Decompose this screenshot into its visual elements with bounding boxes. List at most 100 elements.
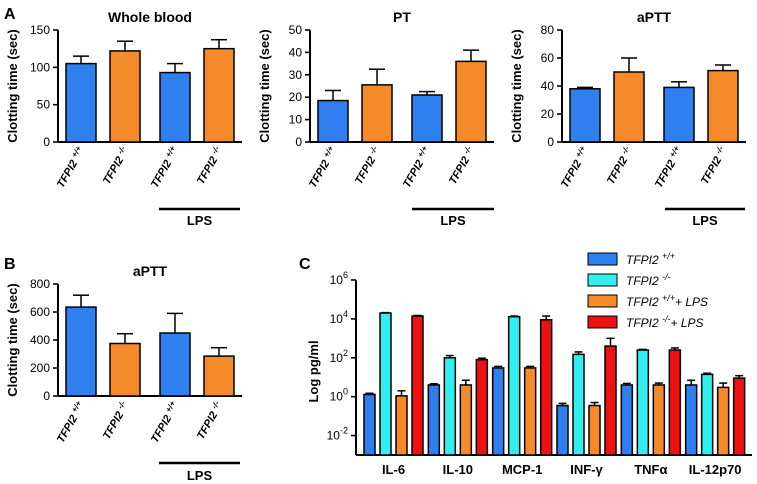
category-label-2: TFPI2 -/- [99, 144, 132, 186]
y-tick-label: 150 [30, 23, 50, 37]
bar-1 [65, 62, 97, 143]
category-label-base: TFPI2 [447, 152, 474, 187]
category-label-3: TFPI2 +/+ [147, 144, 182, 190]
bar-3 [663, 86, 695, 143]
panel-letter-c: C [299, 256, 311, 273]
category-label-sup: +/+ [70, 399, 84, 414]
category-label-sup: -/- [210, 144, 222, 155]
legend-label-1: TFPI2 +/+ [626, 251, 675, 267]
y-tick-exponent: -2 [340, 426, 348, 436]
chart-title: Whole blood [108, 9, 192, 25]
category-label-base: TFPI2 [307, 156, 334, 191]
y-tick-label: 10-2 [327, 426, 348, 443]
chart-title: aPTT [637, 9, 672, 25]
y-tick-label: 100 [330, 387, 348, 404]
y-tick-label: 400 [30, 333, 50, 347]
bar-MCP-1-s2 [507, 315, 521, 456]
y-tick-label: 600 [30, 305, 50, 319]
panel-letter-b: B [4, 256, 16, 273]
category-label-base: TFPI2 [55, 156, 82, 191]
y-tick-label: 800 [30, 277, 50, 291]
bar-2 [109, 342, 141, 397]
bar-IL-10-s3 [459, 384, 473, 456]
category-label: IL-6 [382, 462, 405, 477]
bar-TNFα-s2 [636, 349, 650, 456]
category-label-4: TFPI2 -/- [193, 399, 226, 441]
category-label-sup: -/- [210, 399, 222, 410]
y-tick-base: 10 [330, 351, 344, 365]
chart-1: PT Clotting time (sec) 0 10 20 30 40 50 TFPI2 +/… [257, 9, 494, 228]
bar-4 [203, 355, 235, 397]
category-label-4: TFPI2 -/- [697, 144, 730, 186]
category-label-sup: +/+ [164, 399, 178, 414]
y-tick-label: 20 [541, 107, 555, 121]
category-label-sup: -/- [462, 144, 474, 155]
y-tick-label: 104 [330, 309, 348, 326]
legend-label-suffix: + LPS [675, 295, 708, 309]
lps-label: LPS [692, 213, 718, 228]
category-label-base: TFPI2 [55, 411, 82, 446]
bar-TNFα-s1 [620, 384, 634, 456]
y-tick-label: 10 [289, 113, 303, 127]
category-label-sup: +/+ [70, 144, 84, 159]
bar-IL-6-s3 [395, 395, 408, 456]
legend-label-2: TFPI2 -/- [626, 272, 671, 288]
legend-label-base: TFPI2 [626, 295, 662, 309]
y-tick-exponent: 2 [343, 348, 348, 358]
bar-INF-γ-s4 [604, 345, 617, 456]
bar-TNFα-s3 [652, 384, 666, 456]
category-label-3: TFPI2 +/+ [651, 144, 686, 190]
legend-label-sup: +/+ [662, 251, 675, 261]
bar-IL-12p70-s2 [700, 373, 714, 456]
legend-swatch-3 [587, 294, 618, 308]
y-tick-label: 80 [541, 23, 555, 37]
category-label-3: TFPI2 +/+ [399, 144, 434, 190]
legend-label-3: TFPI2 +/++ LPS [626, 293, 708, 309]
legend-label-base: TFPI2 [626, 253, 662, 267]
chart-3: aPTT Clotting time (sec) 0 200 400 600 800 TFPI… [5, 263, 242, 483]
y-axis-label: Clotting time (sec) [509, 29, 524, 142]
legend-label-base: TFPI2 [626, 274, 662, 288]
y-tick-base: 10 [330, 312, 344, 326]
category-label: MCP-1 [502, 462, 542, 477]
category-label-sup: +/+ [416, 144, 430, 159]
category-label-base: TFPI2 [101, 407, 128, 442]
bar-IL-10-s2 [443, 357, 457, 456]
bar-1 [65, 306, 97, 397]
category-label-1: TFPI2 +/+ [557, 144, 592, 190]
category-label-base: TFPI2 [605, 152, 632, 187]
bar-4 [203, 47, 235, 143]
chart-title: PT [393, 9, 411, 25]
panel-letter-a: A [4, 6, 16, 23]
bar-IL-12p70-s4 [732, 377, 746, 456]
category-label-sup: +/+ [668, 144, 682, 159]
bar-MCP-1-s1 [491, 367, 505, 456]
bar-IL-10-s1 [427, 384, 441, 456]
bar-INF-γ-s3 [588, 404, 601, 456]
y-tick-label: 0 [295, 135, 302, 149]
category-label-base: TFPI2 [195, 407, 222, 442]
legend-label-4: TFPI2 -/-+ LPS [626, 314, 704, 330]
bar-4 [707, 69, 739, 143]
y-tick-label: 50 [37, 98, 51, 112]
category-label-sup: -/- [116, 144, 128, 155]
category-label-base: TFPI2 [149, 156, 176, 191]
y-tick-label: 50 [289, 23, 303, 37]
bar-2 [613, 71, 645, 143]
category-label-3: TFPI2 +/+ [147, 399, 182, 445]
lps-label: LPS [187, 213, 213, 228]
y-tick-label: 20 [289, 90, 303, 104]
y-tick-base: 10 [330, 273, 344, 287]
legend-label-suffix: + LPS [671, 316, 704, 330]
legend-swatch-2 [587, 273, 618, 287]
category-label: IL-12p70 [689, 462, 742, 477]
bar-MCP-1-s3 [523, 367, 537, 456]
bar-IL-12p70-s3 [716, 386, 730, 456]
y-tick-label: 60 [541, 51, 555, 65]
bar-2 [361, 84, 393, 143]
bar-IL-6-s1 [363, 393, 376, 456]
category-label-2: TFPI2 -/- [351, 144, 384, 186]
category-label-sup: -/- [368, 144, 380, 155]
